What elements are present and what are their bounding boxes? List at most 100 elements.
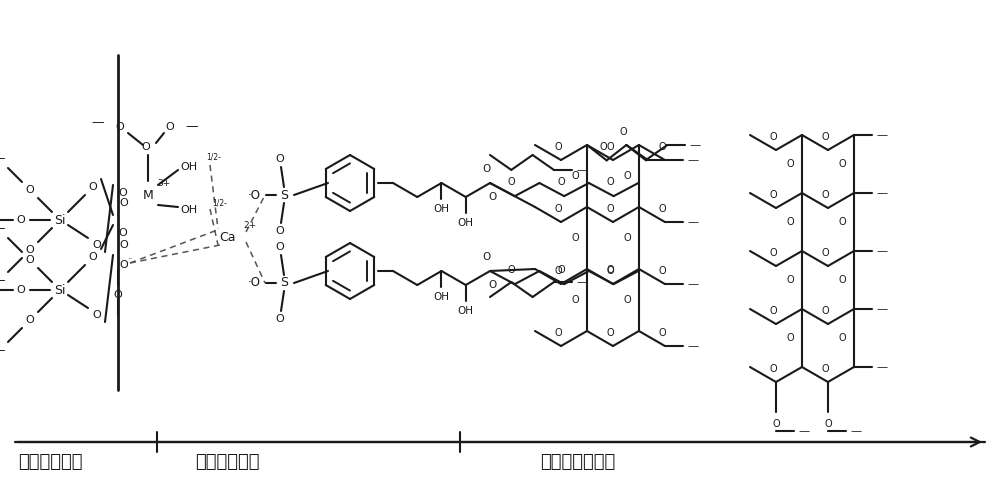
Text: O: O [89, 252, 97, 262]
Text: —: — [876, 304, 887, 314]
Text: —: — [687, 341, 698, 351]
Text: O: O [116, 122, 124, 132]
Text: —: — [576, 165, 587, 175]
Text: O: O [17, 215, 25, 225]
Text: O: O [606, 328, 614, 338]
Text: O: O [554, 142, 562, 152]
Text: ·O: ·O [248, 188, 261, 202]
Text: O: O [114, 290, 122, 300]
Text: OH: OH [458, 306, 474, 316]
Text: O: O [26, 245, 34, 255]
Text: O: O [786, 275, 794, 285]
Text: O: O [276, 314, 284, 324]
Text: —: — [0, 345, 5, 358]
Text: Ca: Ca [220, 230, 236, 243]
Text: O: O [26, 315, 34, 325]
Text: O: O [606, 142, 614, 152]
Text: O: O [623, 171, 631, 181]
Text: O: O [554, 266, 562, 276]
Text: O: O [623, 295, 631, 305]
Text: M: M [143, 188, 153, 202]
Text: O: O [93, 310, 101, 320]
Text: O: O [838, 217, 846, 227]
Text: Si: Si [54, 214, 66, 227]
Text: O: O [607, 177, 614, 187]
Text: O: O [166, 122, 174, 132]
Text: O: O [120, 260, 128, 270]
Text: —: — [876, 362, 887, 372]
Text: O: O [119, 228, 127, 238]
Text: ⁻: ⁻ [128, 256, 132, 264]
Text: O: O [554, 328, 562, 338]
Text: O: O [606, 204, 614, 214]
Text: O: O [658, 204, 666, 214]
Text: O: O [769, 190, 777, 200]
Text: —: — [876, 246, 887, 256]
Text: O: O [489, 192, 497, 202]
Text: O: O [607, 265, 614, 275]
Text: O: O [821, 306, 829, 316]
Text: —: — [876, 130, 887, 140]
Text: OH: OH [458, 218, 474, 228]
Text: 1/2-: 1/2- [206, 152, 221, 162]
Text: O: O [489, 280, 497, 290]
Text: O: O [769, 364, 777, 374]
Text: —: — [668, 155, 680, 165]
Text: O: O [26, 255, 34, 265]
Text: 3+: 3+ [157, 178, 171, 187]
Text: O: O [824, 419, 832, 429]
Text: O: O [772, 419, 780, 429]
Text: OH: OH [433, 292, 449, 302]
Text: O: O [142, 142, 150, 152]
Text: O: O [786, 333, 794, 343]
Text: O: O [658, 328, 666, 338]
Text: O: O [483, 164, 491, 174]
Text: O: O [120, 198, 128, 208]
Text: O: O [276, 154, 284, 164]
Text: —: — [186, 120, 198, 133]
Text: OH: OH [180, 205, 197, 215]
Text: O: O [557, 177, 565, 187]
Text: 馓尾矿渣颗粒: 馓尾矿渣颗粒 [18, 453, 82, 471]
Text: —: — [798, 426, 810, 436]
Text: —: — [687, 155, 698, 165]
Text: O: O [17, 285, 25, 295]
Text: O: O [89, 182, 97, 192]
Text: O: O [821, 364, 829, 374]
Text: O: O [554, 204, 562, 214]
Text: Si: Si [54, 283, 66, 296]
Text: —: — [0, 152, 5, 165]
Text: O: O [606, 266, 614, 276]
Text: O: O [571, 233, 579, 243]
Text: O: O [571, 295, 579, 305]
Text: —: — [576, 277, 587, 287]
Text: O: O [600, 142, 607, 152]
Text: OH: OH [433, 204, 449, 214]
Text: O: O [508, 265, 516, 275]
Text: O: O [821, 132, 829, 142]
Text: O: O [769, 132, 777, 142]
Text: O: O [571, 171, 579, 181]
Text: OH: OH [180, 162, 197, 172]
Text: O: O [483, 252, 491, 262]
Text: S: S [280, 188, 288, 202]
Text: —: — [876, 188, 887, 198]
Text: O: O [786, 217, 794, 227]
Text: —: — [0, 274, 5, 287]
Text: O: O [769, 306, 777, 316]
Text: O: O [658, 142, 666, 152]
Text: —: — [850, 426, 862, 436]
Text: O: O [658, 266, 666, 276]
Text: —: — [690, 140, 701, 150]
Text: O: O [838, 275, 846, 285]
Text: O: O [557, 265, 565, 275]
Text: O: O [276, 242, 284, 252]
Text: O: O [821, 190, 829, 200]
Text: O: O [93, 240, 101, 250]
Text: O: O [786, 159, 794, 169]
Text: O: O [620, 127, 627, 137]
Text: —: — [687, 279, 698, 289]
Text: O: O [623, 233, 631, 243]
Text: O: O [120, 240, 128, 250]
Text: O: O [508, 177, 516, 187]
